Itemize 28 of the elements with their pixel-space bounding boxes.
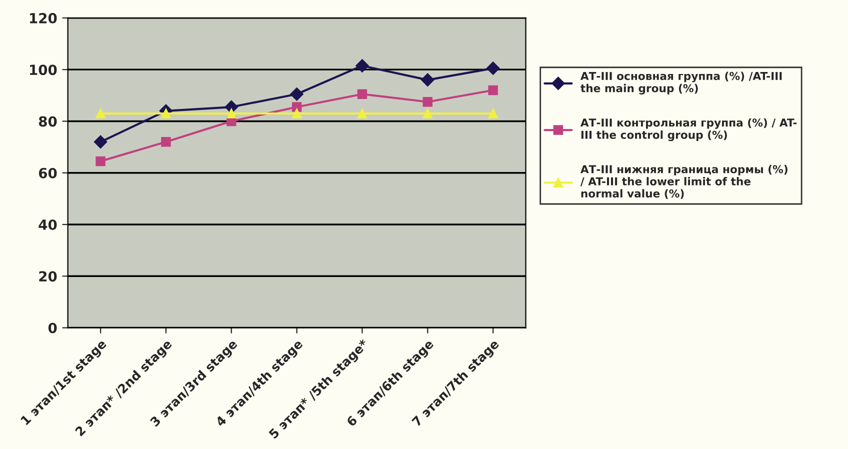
- y-tick-label: 0: [48, 322, 57, 334]
- point: [357, 108, 368, 118]
- legend-label: АТ-III нижняя граница нормы (%) / AT-III the lower limit of the normal value (%): [580, 164, 788, 199]
- point: [488, 85, 498, 96]
- y-tick-label: 60: [38, 168, 57, 178]
- legend-label: АТ-III основная группа (%) /AT-III the main group (%): [580, 72, 782, 94]
- point: [421, 73, 434, 87]
- point: [292, 102, 302, 112]
- point: [94, 135, 108, 148]
- point: [96, 108, 106, 118]
- point: [486, 62, 500, 75]
- y-tick-label: 20: [39, 271, 57, 282]
- point: [290, 88, 304, 101]
- point: [226, 108, 236, 118]
- point: [357, 89, 368, 99]
- point: [422, 108, 432, 118]
- y-tick-label: 40: [38, 219, 57, 230]
- y-tick-label: 100: [30, 64, 57, 76]
- y-tick-label: 120: [30, 12, 57, 24]
- point: [161, 108, 171, 118]
- point: [161, 137, 171, 147]
- point: [292, 108, 302, 118]
- point: [488, 108, 498, 118]
- point: [96, 156, 106, 166]
- point: [422, 97, 432, 107]
- point: [356, 59, 369, 72]
- legend-label: АТ-III контрольная группа (%) / AT- III the control group (%): [580, 118, 797, 142]
- y-tick-label: 80: [38, 116, 57, 127]
